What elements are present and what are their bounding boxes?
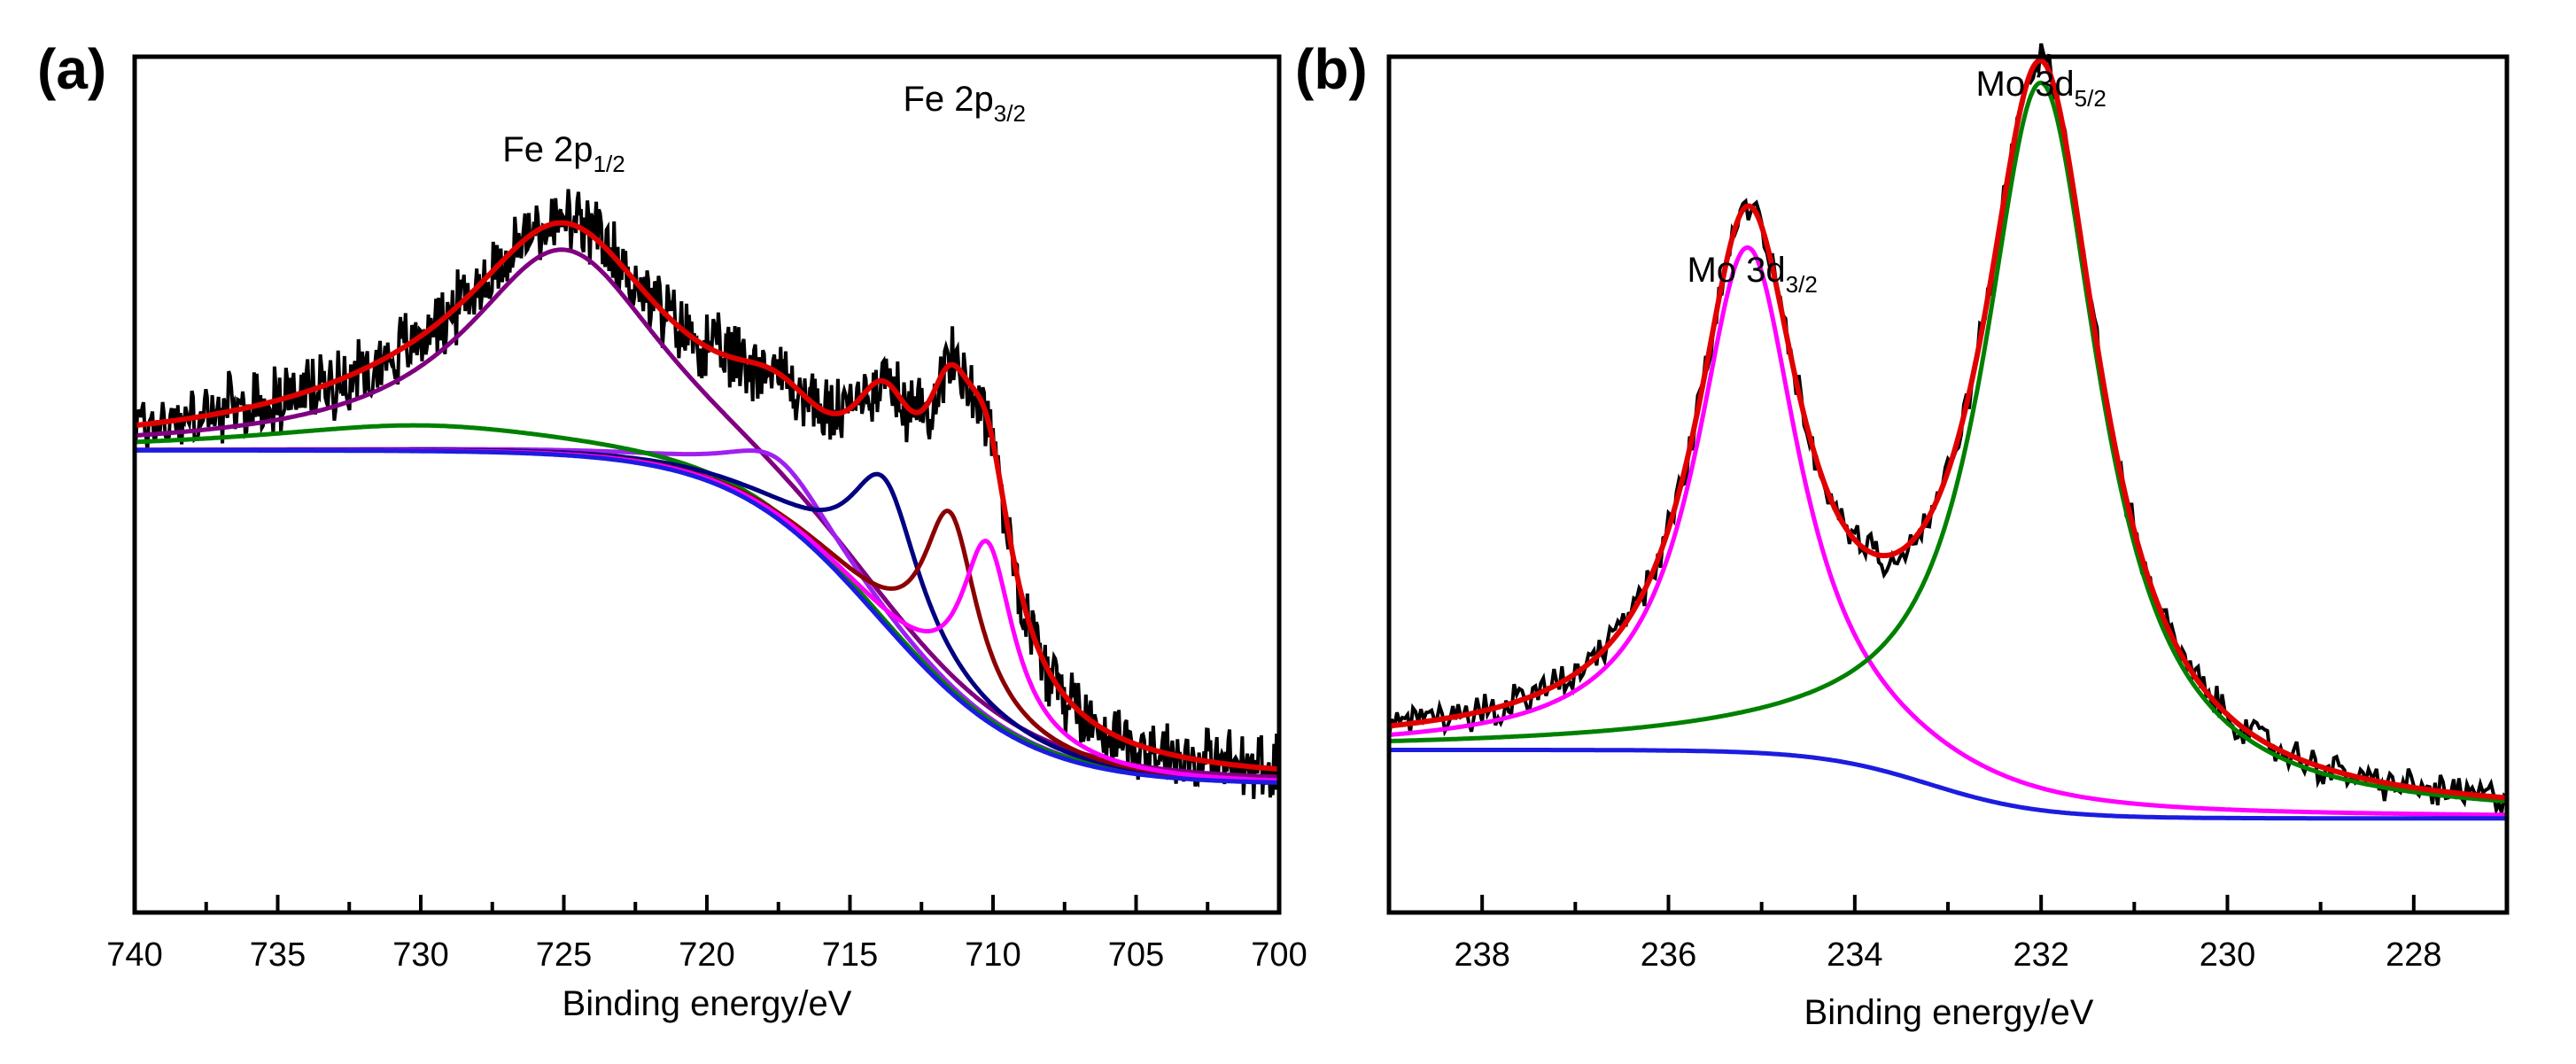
panel-a: (a) 740 735 730 725 720 715 710 705 700 Fe 2p1/2… bbox=[37, 37, 1307, 1023]
component-peak-line-1 bbox=[1389, 80, 2508, 804]
x-tick-label: 725 bbox=[536, 936, 592, 974]
x-tick-label: 730 bbox=[392, 936, 448, 974]
baseline-line bbox=[135, 447, 1280, 785]
x-tick-label: 238 bbox=[1454, 936, 1509, 974]
baseline-line bbox=[1389, 748, 2507, 821]
x-tick-label: 710 bbox=[965, 936, 1020, 974]
raw-data-line bbox=[1387, 43, 2509, 817]
panel-b: (b) 238 236 234 232 230 228 Mo 3d3/2Mo 3d5/2 … bbox=[1295, 37, 2510, 1032]
x-tick-label: 230 bbox=[2200, 936, 2255, 974]
panel-b-curves bbox=[1387, 43, 2509, 821]
x-tick-label: 228 bbox=[2386, 936, 2441, 974]
panel-b-annotations: Mo 3d3/2 Mo 3d5/2 bbox=[1687, 65, 2106, 298]
x-tick-label: 700 bbox=[1251, 936, 1307, 974]
panel-a-x-ticks: 740 735 730 725 720 715 710 705 700 bbox=[106, 895, 1307, 974]
peak-annotation: Mo 3d5/2 bbox=[1976, 65, 2107, 112]
panel-b-label: (b) bbox=[1295, 37, 1368, 101]
panel-b-frame bbox=[1386, 54, 2510, 915]
envelope-fit-line bbox=[1388, 58, 2508, 801]
panel-a-annotations: Fe 2p1/2 Fe 2p3/2 bbox=[502, 80, 1026, 177]
x-tick-label: 715 bbox=[822, 936, 878, 974]
panel-b-x-ticks: 238 236 234 232 230 228 bbox=[1387, 895, 2509, 974]
peak-annotation: Mo 3d3/2 bbox=[1687, 251, 1817, 298]
x-tick-label: 705 bbox=[1108, 936, 1164, 974]
envelope-fit-line bbox=[134, 220, 1280, 773]
raw-data-line bbox=[133, 189, 1281, 799]
x-tick-label: 232 bbox=[2013, 936, 2068, 974]
peak-annotation: Fe 2p1/2 bbox=[502, 130, 625, 177]
panel-a-label: (a) bbox=[37, 37, 106, 101]
x-tick-label: 740 bbox=[106, 936, 162, 974]
x-tick-label: 735 bbox=[250, 936, 306, 974]
panel-b-x-axis-label: Binding energy/eV bbox=[1804, 993, 2094, 1032]
panel-a-curves bbox=[133, 189, 1281, 799]
x-tick-label: 236 bbox=[1641, 936, 1696, 974]
x-tick-label: 720 bbox=[679, 936, 734, 974]
panel-a-frame bbox=[132, 54, 1282, 915]
x-tick-label: 234 bbox=[1827, 936, 1882, 974]
component-peak-line-0 bbox=[1388, 245, 2508, 818]
peak-annotation: Fe 2p3/2 bbox=[903, 80, 1025, 127]
panel-a-x-axis-label: Binding energy/eV bbox=[563, 984, 852, 1023]
